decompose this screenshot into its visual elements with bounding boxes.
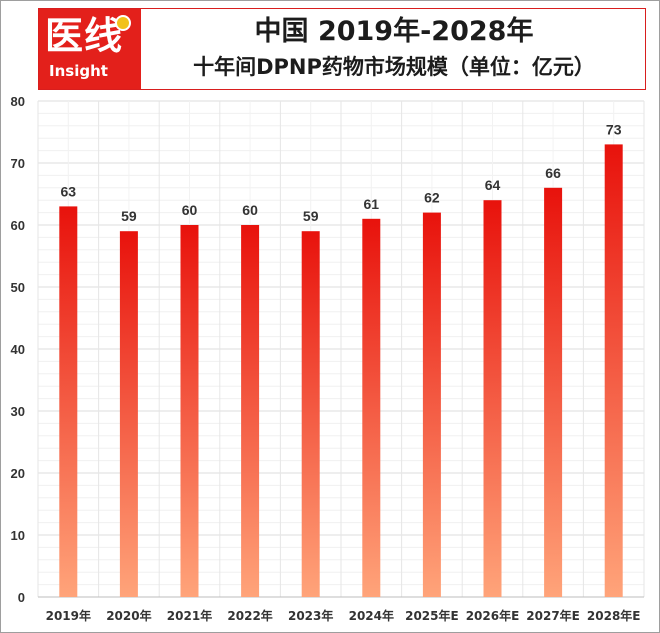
x-tick-label: 2019年 bbox=[46, 608, 91, 623]
y-tick-label: 10 bbox=[11, 528, 25, 543]
y-tick-label: 50 bbox=[11, 280, 25, 295]
y-axis: 0 10 20 30 40 50 60 70 80 bbox=[11, 94, 25, 605]
data-label: 59 bbox=[121, 208, 137, 224]
data-label: 60 bbox=[242, 202, 258, 218]
bar bbox=[180, 225, 199, 597]
y-tick-label: 60 bbox=[11, 218, 25, 233]
bar bbox=[301, 231, 320, 597]
bars bbox=[59, 144, 623, 598]
data-label: 66 bbox=[545, 165, 561, 181]
x-tick-label: 2021年 bbox=[167, 608, 212, 623]
data-label: 61 bbox=[364, 196, 380, 212]
y-tick-label: 40 bbox=[11, 342, 25, 357]
data-label: 64 bbox=[485, 177, 501, 193]
y-tick-label: 0 bbox=[18, 590, 25, 605]
chart-subtitle: 十年间DPNP药物市场规模（单位：亿元） bbox=[193, 55, 595, 79]
x-axis: 2019年 2020年 2021年 2022年 2023年 2024年 2025年E 2026… bbox=[46, 608, 641, 623]
data-label: 73 bbox=[606, 121, 622, 137]
x-tick-label: 2027年E bbox=[526, 608, 580, 623]
data-label: 62 bbox=[424, 190, 440, 206]
x-tick-label: 2026年E bbox=[466, 608, 520, 623]
bar bbox=[241, 225, 260, 597]
data-label: 63 bbox=[61, 183, 77, 199]
x-tick-label: 2020年 bbox=[106, 608, 151, 623]
bar bbox=[544, 187, 563, 598]
bar bbox=[119, 231, 138, 597]
logo-eye-icon bbox=[115, 15, 131, 31]
x-tick-label: 2023年 bbox=[288, 608, 333, 623]
bar bbox=[422, 212, 441, 597]
x-tick-label: 2025年E bbox=[405, 608, 459, 623]
bar bbox=[483, 200, 502, 597]
chart-title: 中国 2019年-2028年 bbox=[254, 16, 534, 47]
bar bbox=[59, 206, 78, 597]
x-tick-label: 2022年 bbox=[227, 608, 272, 623]
y-tick-label: 80 bbox=[11, 94, 25, 109]
logo-english-text: Insight bbox=[49, 62, 108, 80]
chart-header: 医线 Insight 中国 2019年-2028年 十年间DPNP药物市场规模（… bbox=[38, 8, 646, 90]
y-tick-label: 30 bbox=[11, 404, 25, 419]
bar bbox=[604, 144, 623, 597]
bar bbox=[362, 218, 381, 598]
x-tick-label: 2024年 bbox=[349, 608, 394, 623]
y-tick-label: 20 bbox=[11, 466, 25, 481]
data-labels: 63 59 60 60 59 61 62 64 66 73 bbox=[61, 121, 622, 224]
y-tick-label: 70 bbox=[11, 156, 25, 171]
data-label: 59 bbox=[303, 208, 319, 224]
brand-logo: 医线 Insight bbox=[39, 9, 141, 89]
data-label: 60 bbox=[182, 202, 198, 218]
x-tick-label: 2028年E bbox=[587, 608, 641, 623]
grid-lines bbox=[37, 100, 645, 598]
logo-chinese-text: 医线 bbox=[45, 13, 124, 58]
